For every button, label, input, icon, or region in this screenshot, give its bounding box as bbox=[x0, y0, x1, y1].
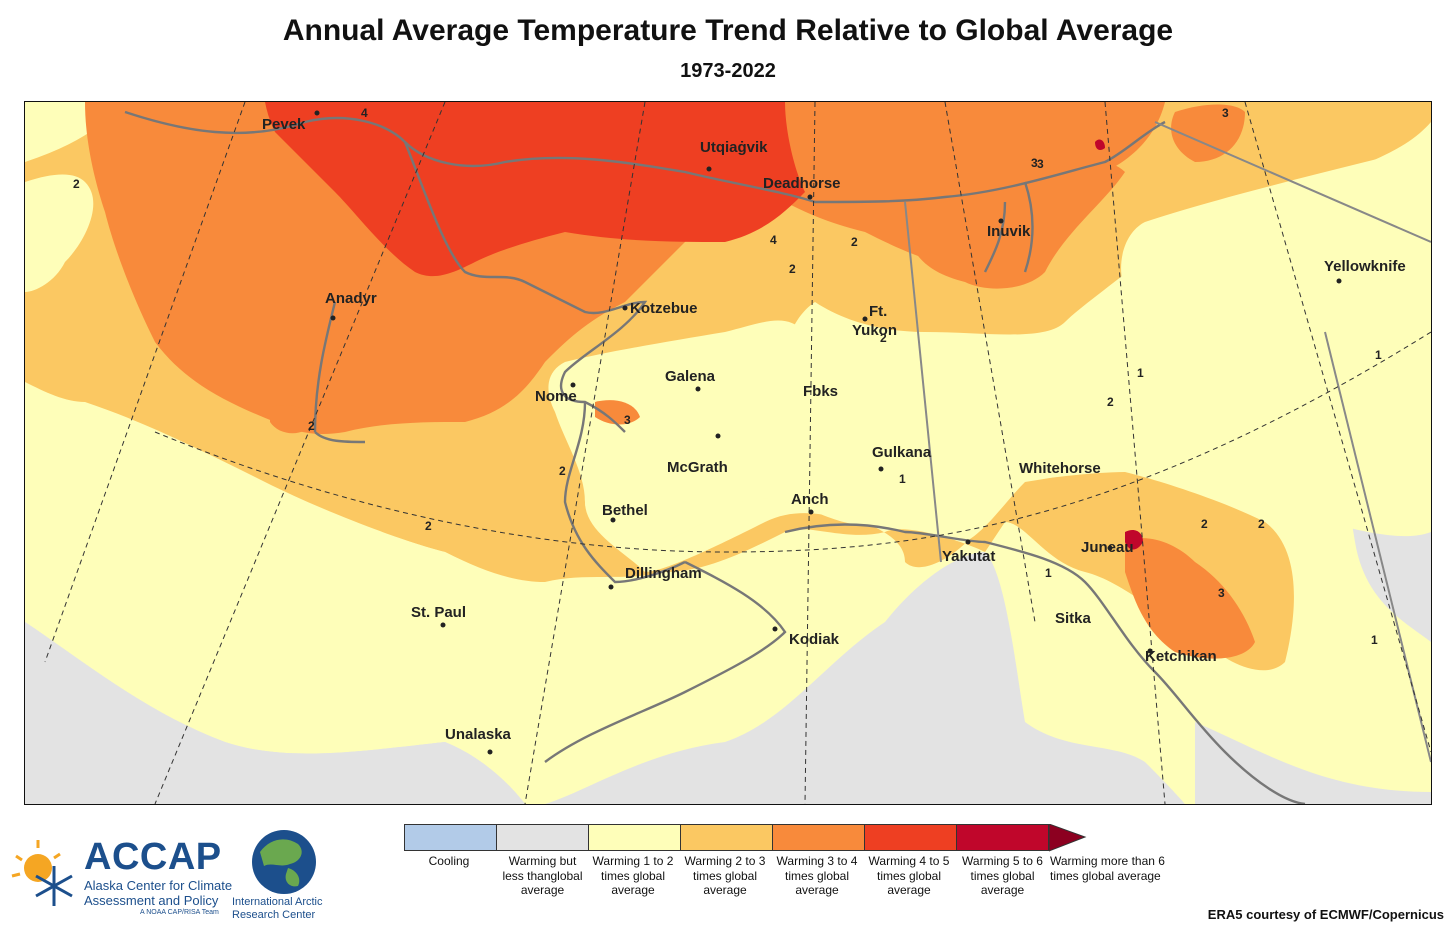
boundaries bbox=[904, 121, 1431, 763]
city-label-juneau: Juneau bbox=[1081, 539, 1134, 556]
contour-label: 1 bbox=[1371, 633, 1378, 647]
zone-4-5 bbox=[265, 102, 805, 277]
city-label-kodiak: Kodiak bbox=[789, 631, 840, 648]
legend-label-2-3: Warming 2 to 3 times global average bbox=[684, 854, 766, 897]
globe-icon bbox=[252, 830, 316, 894]
contour-label: 2 bbox=[1258, 517, 1265, 531]
zone-1-2-west bbox=[25, 174, 94, 292]
city-label-whitehorse: Whitehorse bbox=[1019, 460, 1101, 477]
city-label-st-paul: St. Paul bbox=[411, 604, 467, 621]
map-title: Annual Average Temperature Trend Relativ… bbox=[282, 14, 1174, 47]
map-canvas bbox=[25, 102, 1431, 804]
zone-1-2-south bbox=[25, 402, 665, 662]
contour-label: 2 bbox=[1107, 395, 1114, 409]
iarc-line1: International Arctic bbox=[232, 896, 323, 908]
iarc-line2: Research Center bbox=[232, 909, 316, 921]
city-label-ft: Ft. bbox=[869, 303, 888, 320]
contour-label: 2 bbox=[559, 464, 566, 478]
city-label-ketchikan: Ketchikan bbox=[1145, 648, 1217, 665]
contour-label: 1 bbox=[1045, 566, 1052, 580]
zone-5-6-north bbox=[1095, 139, 1105, 150]
zone-3-4-inuvik bbox=[905, 161, 1125, 289]
iarc-logo: International Arctic Research Center bbox=[232, 828, 338, 933]
zone-1-2-north-east bbox=[1121, 142, 1431, 316]
contour-label: 1 bbox=[1137, 366, 1144, 380]
contour-label: 2 bbox=[880, 331, 887, 345]
iarc-text: International Arctic Research Center bbox=[232, 896, 338, 922]
accap-tag: A NOAA CAP/RISA Team bbox=[140, 909, 219, 916]
city-label-kotzebue: Kotzebue bbox=[630, 300, 698, 317]
accap-logo: ACCAP Alaska Center for Climate Assessme… bbox=[10, 836, 235, 926]
contour-label: 3 bbox=[1037, 157, 1044, 171]
contour-label: 2 bbox=[425, 519, 432, 533]
city-label-anch: Anch bbox=[791, 491, 829, 508]
data-credit: ERA5 courtesy of ECMWF/Copernicus bbox=[1207, 907, 1444, 922]
gray-sw-overlay bbox=[25, 622, 525, 804]
city-label-anadyr: Anadyr bbox=[325, 290, 377, 307]
legend-label-4-5: Warming 4 to 5 times global average bbox=[868, 854, 950, 897]
legend-swatch-3-4 bbox=[772, 824, 865, 851]
contour-label: 3 bbox=[1222, 106, 1229, 120]
accap-line2: Assessment and Policy bbox=[84, 893, 219, 908]
contour-label: 3 bbox=[1031, 156, 1038, 170]
city-label-mcgrath: McGrath bbox=[667, 459, 728, 476]
city-dots bbox=[314, 110, 1342, 755]
zone-1-2-interior bbox=[548, 272, 1431, 552]
city-label-fbks: Fbks bbox=[803, 383, 839, 400]
legend-swatch-2-3 bbox=[680, 824, 773, 851]
graticule bbox=[44, 102, 1431, 804]
contour-label: 2 bbox=[73, 177, 80, 191]
coastlines bbox=[124, 110, 1306, 804]
contour-label: 2 bbox=[789, 262, 796, 276]
zone-3-4-nome bbox=[595, 400, 640, 425]
contour-label: 2 bbox=[851, 235, 858, 249]
city-label-pevek: Pevek bbox=[262, 116, 306, 133]
city-label-gulkana: Gulkana bbox=[872, 444, 932, 461]
city-label-dillingham: Dillingham bbox=[625, 565, 702, 582]
contour-label: 2 bbox=[1201, 517, 1208, 531]
legend-swatch-4-5 bbox=[864, 824, 957, 851]
legend-label-3-4: Warming 3 to 4 times global average bbox=[776, 854, 858, 897]
city-label-yakutat: Yakutat bbox=[942, 548, 996, 565]
city-label-yellowknife: Yellowknife bbox=[1324, 258, 1406, 275]
city-label-unalaska: Unalaska bbox=[445, 726, 511, 743]
zone-3-4-juneau bbox=[1125, 538, 1255, 659]
contour-label: 3 bbox=[1218, 586, 1225, 600]
city-label-inuvik: Inuvik bbox=[987, 223, 1031, 240]
contour-label: 4 bbox=[770, 233, 777, 247]
city-label-galena: Galena bbox=[665, 368, 716, 385]
city-label-utqiagvik: Utqiaġvik bbox=[700, 139, 768, 156]
legend-arrow-gt6 bbox=[1049, 824, 1087, 852]
map-subtitle: 1973-2022 bbox=[680, 60, 776, 82]
legend-label-less-than-global: Warming but less thanglobal average bbox=[502, 854, 583, 897]
contour-label: 2 bbox=[308, 419, 315, 433]
city-label-deadhorse: Deadhorse bbox=[763, 175, 841, 192]
legend-swatch-1-2 bbox=[588, 824, 681, 851]
contour-label: 4 bbox=[361, 106, 368, 120]
legend-label-1-2: Warming 1 to 2 times global average bbox=[592, 854, 674, 897]
legend-label-cooling: Cooling bbox=[428, 854, 470, 868]
city-label-sitka: Sitka bbox=[1055, 610, 1091, 627]
accap-wordmark: ACCAP bbox=[84, 836, 222, 878]
accap-line1: Alaska Center for Climate bbox=[84, 878, 233, 893]
contour-label: 1 bbox=[899, 472, 906, 486]
legend-label-5-6: Warming 5 to 6 times global average bbox=[962, 854, 1043, 897]
city-label-yukon: Yukon bbox=[852, 322, 898, 339]
legend-swatch-less-than-global bbox=[496, 824, 589, 851]
legend-label-gt6: Warming more than 6 times global average bbox=[1050, 854, 1165, 883]
zone-5-6-juneau bbox=[1125, 530, 1143, 550]
city-label-bethel: Bethel bbox=[602, 502, 648, 519]
sun-snowflake-icon bbox=[11, 840, 73, 906]
zone-3-4-northeast bbox=[1171, 104, 1245, 162]
contour-label: 3 bbox=[624, 413, 631, 427]
city-label-nome: Nome bbox=[535, 388, 577, 405]
contour-label: 1 bbox=[1375, 348, 1382, 362]
legend-swatch-5-6 bbox=[956, 824, 1049, 851]
map-area: Pevek Utqiaġvik Deadhorse Inuvik Yellowk… bbox=[24, 101, 1432, 805]
zone-3-4-west bbox=[270, 405, 315, 434]
gray-region-southeast bbox=[1195, 722, 1431, 804]
gray-region-gulf bbox=[545, 552, 1185, 804]
legend-swatch-cooling bbox=[404, 824, 497, 851]
